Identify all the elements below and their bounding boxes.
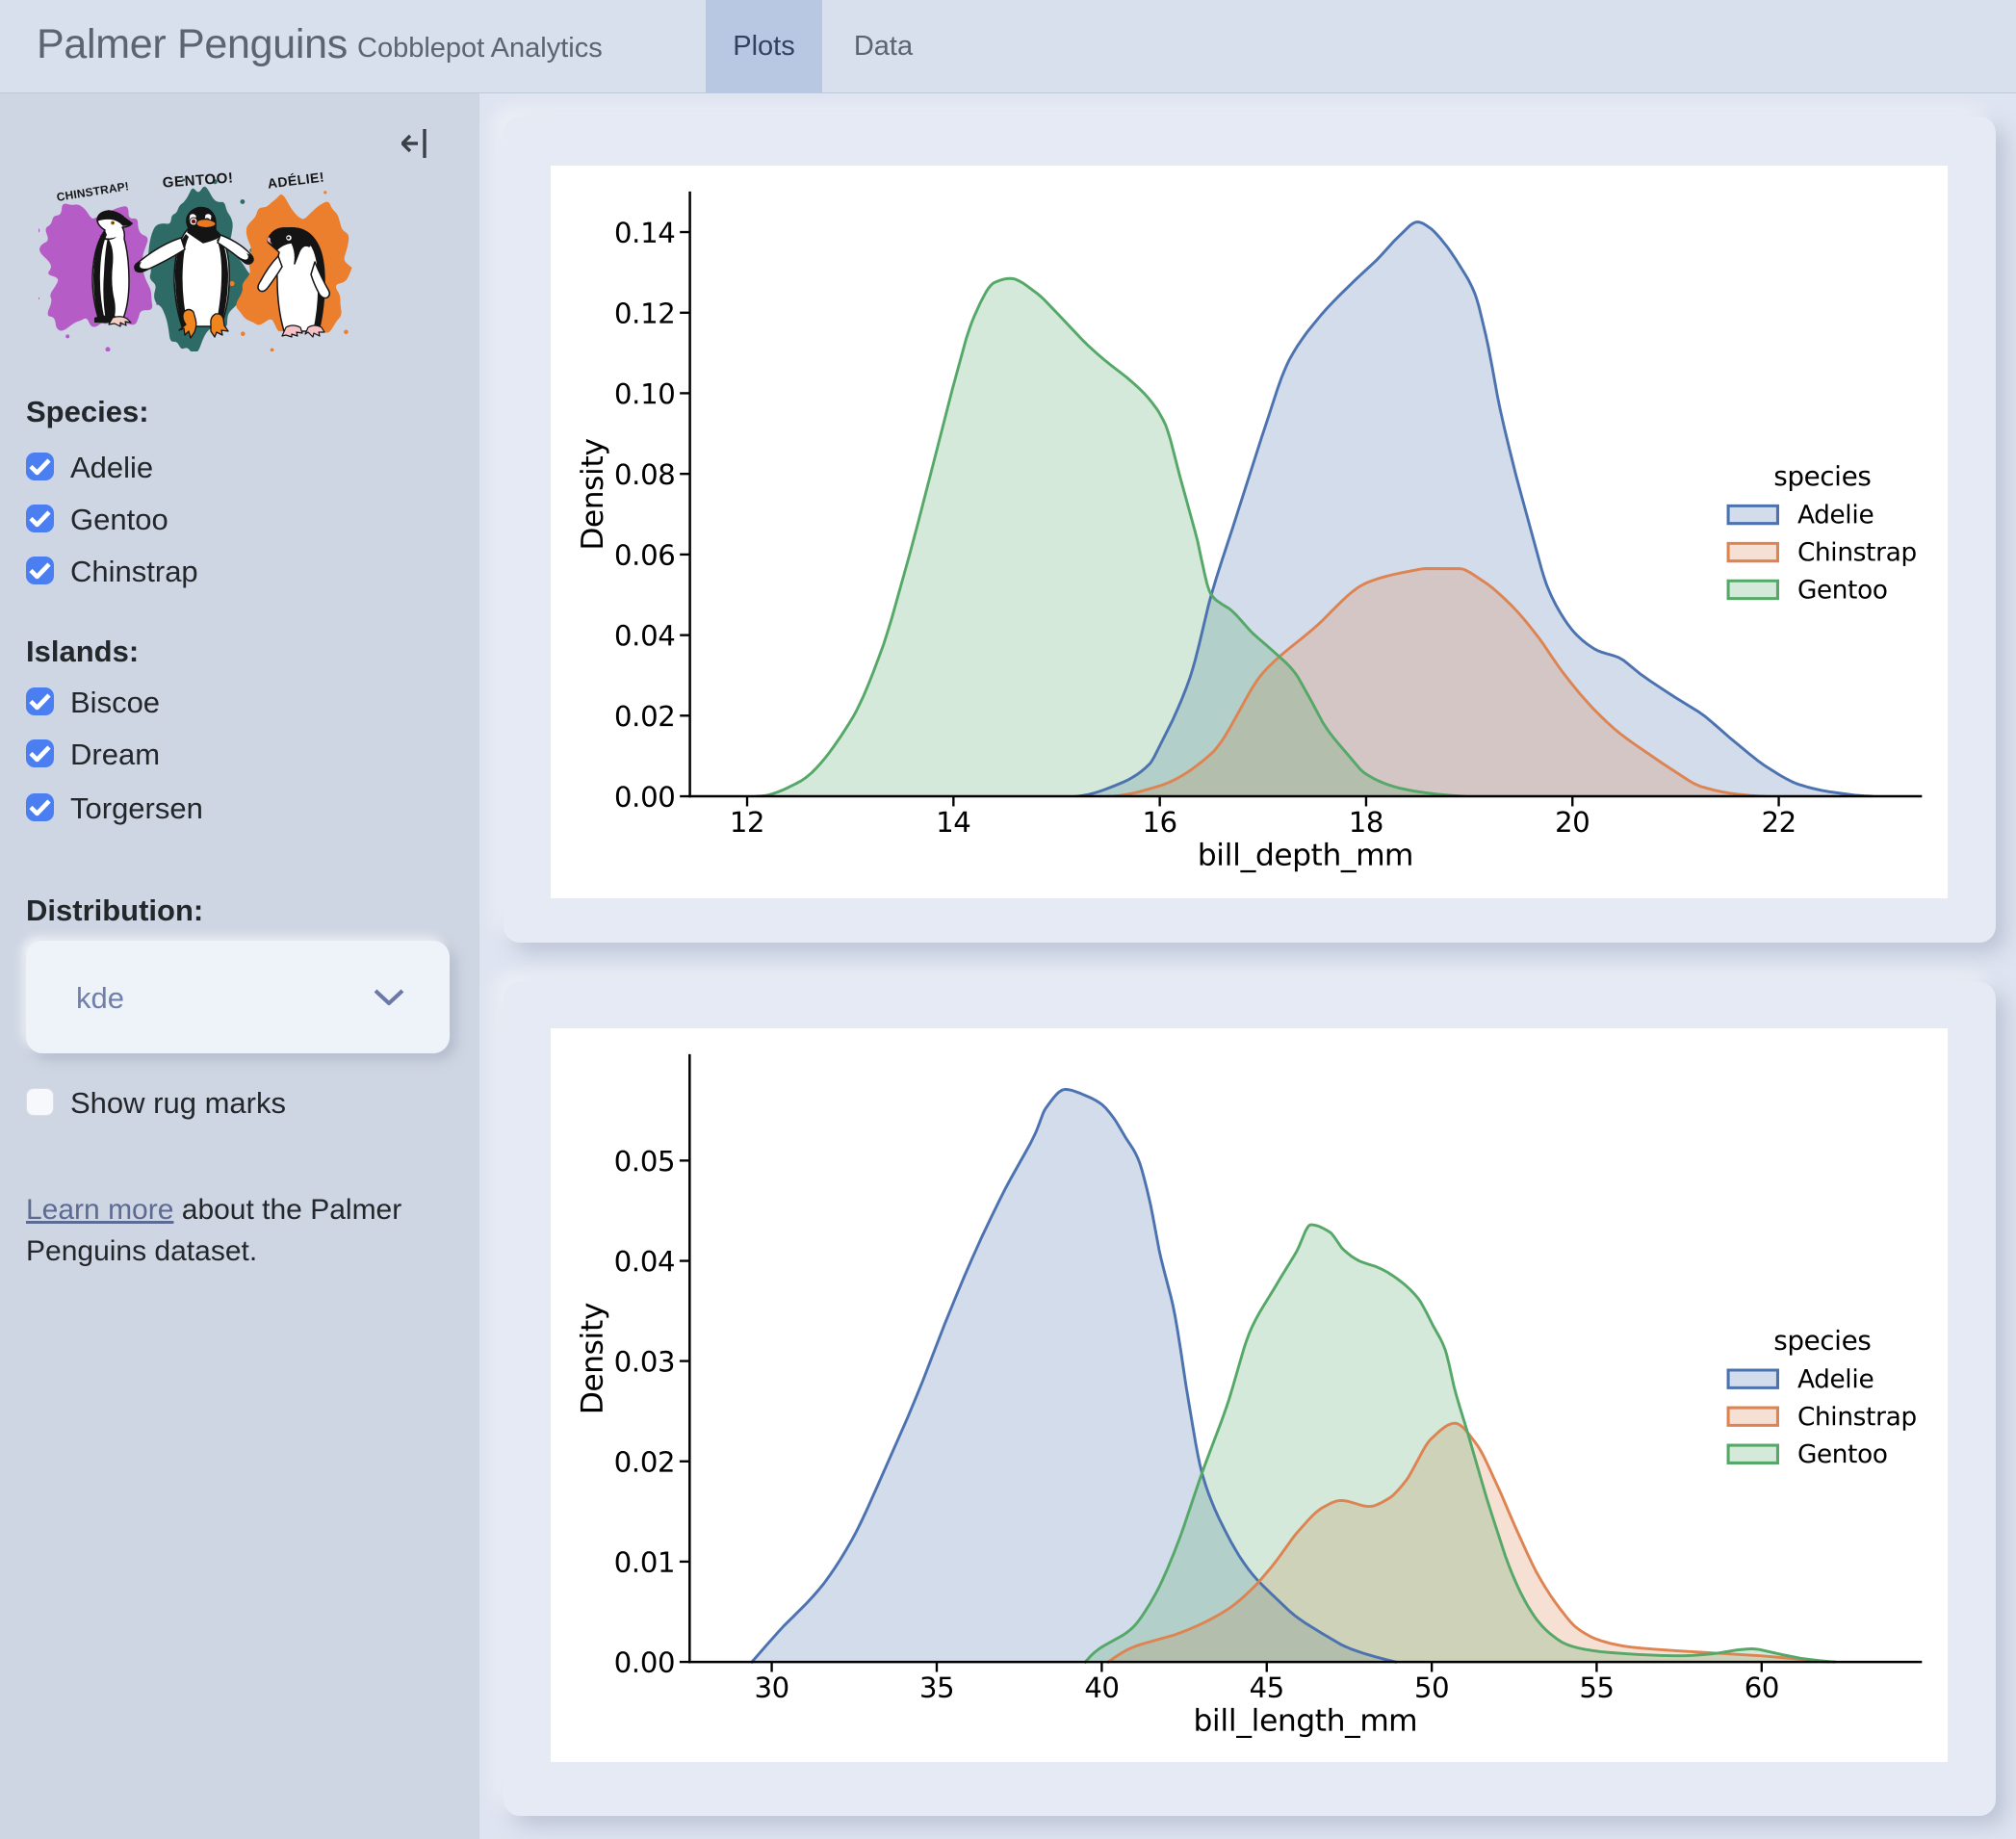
svg-text:GENTOO!: GENTOO! [162, 169, 234, 191]
svg-text:CHINSTRAP!: CHINSTRAP! [56, 179, 130, 204]
svg-text:ADÉLIE!: ADÉLIE! [267, 168, 325, 191]
